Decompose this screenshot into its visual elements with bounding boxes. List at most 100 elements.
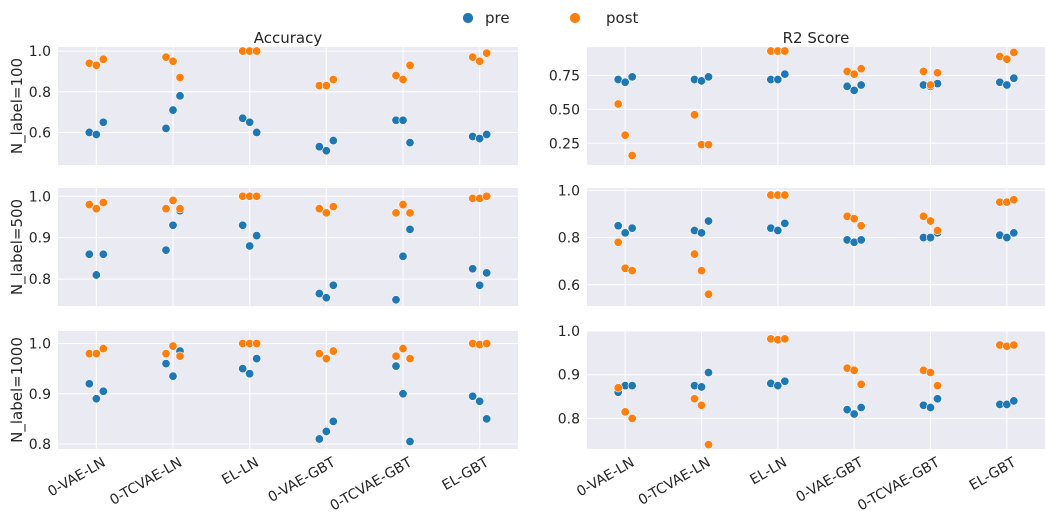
point-post-0-TCVAE-LN [168, 195, 178, 205]
point-pre-0-VAE-LN [98, 386, 108, 396]
legend-label-pre: pre [485, 9, 510, 27]
point-pre-0-VAE-GBT [856, 402, 866, 412]
point-post-EL-GBT [475, 56, 485, 66]
x-tick-label: 0-TCVAE-LN [107, 455, 185, 509]
point-pre-EL-GBT [482, 129, 492, 139]
plot-background [587, 331, 1045, 449]
point-post-0-VAE-LN [627, 151, 637, 161]
y-tick-label: 0.9 [29, 231, 51, 247]
point-pre-EL-LN [238, 220, 248, 230]
point-pre-0-VAE-GBT [321, 293, 331, 303]
point-pre-EL-LN [245, 241, 255, 251]
row-label: N_label=500 [8, 199, 27, 295]
point-post-0-TCVAE-GBT [918, 211, 928, 221]
point-post-EL-GBT [1009, 47, 1019, 57]
point-post-0-TCVAE-GBT [405, 60, 415, 70]
point-pre-EL-GBT [1002, 233, 1012, 243]
point-pre-EL-LN [252, 354, 262, 364]
point-post-0-VAE-GBT [328, 75, 338, 85]
point-post-EL-LN [252, 46, 262, 56]
point-pre-EL-GBT [1002, 80, 1012, 90]
point-post-0-TCVAE-LN [689, 110, 699, 120]
point-pre-0-TCVAE-LN [696, 76, 706, 86]
panel-5: 0.8 0.9 1.0N_label=1000 0-VAE-LN0-TCVAE-LN E… [8, 331, 518, 514]
point-pre-0-VAE-LN [613, 221, 623, 231]
point-pre-EL-LN [780, 218, 790, 228]
point-post-0-VAE-GBT [328, 202, 338, 212]
point-post-0-VAE-GBT [849, 365, 859, 375]
plot-background [587, 188, 1045, 306]
point-pre-0-VAE-GBT [314, 434, 324, 444]
point-pre-EL-GBT [1009, 228, 1019, 238]
point-pre-0-VAE-GBT [849, 85, 859, 95]
point-pre-EL-LN [780, 376, 790, 386]
point-post-0-VAE-GBT [321, 208, 331, 218]
panel-6: 0.8 0.9 1.0 0-VAE-LN0-TCVAE-LN EL-LN 0-VAE-GB… [558, 324, 1045, 514]
point-pre-0-VAE-GBT [849, 409, 859, 419]
point-post-0-VAE-LN [98, 54, 108, 64]
point-pre-0-TCVAE-GBT [932, 394, 942, 404]
panel-2: 0.25 0.50 0.75 R2 Score [549, 29, 1045, 165]
point-pre-0-TCVAE-LN [161, 123, 171, 133]
x-tick-label: 0-VAE-LN [574, 455, 637, 501]
y-tick-label: 0.6 [29, 125, 51, 141]
panel-1: 0.6 0.8 1.0 Accuracy N_label=100 [8, 29, 518, 165]
point-pre-0-TCVAE-LN [703, 368, 713, 378]
point-pre-EL-LN [245, 117, 255, 127]
point-post-0-TCVAE-LN [175, 204, 185, 214]
point-pre-0-VAE-GBT [321, 146, 331, 156]
point-pre-0-VAE-GBT [842, 405, 852, 415]
point-pre-0-TCVAE-GBT [405, 224, 415, 234]
legend-marker-pre [462, 12, 474, 24]
point-post-0-VAE-GBT [314, 349, 324, 359]
point-pre-0-VAE-LN [91, 394, 101, 404]
point-post-0-VAE-LN [613, 99, 623, 109]
point-post-0-VAE-GBT [849, 69, 859, 79]
point-pre-0-TCVAE-LN [703, 72, 713, 82]
point-pre-EL-GBT [482, 268, 492, 278]
point-pre-0-VAE-GBT [328, 136, 338, 146]
point-post-EL-LN [780, 46, 790, 56]
point-post-0-VAE-GBT [856, 64, 866, 74]
point-pre-0-TCVAE-GBT [391, 295, 401, 305]
y-tick-label: 1.0 [29, 189, 51, 205]
point-pre-0-VAE-LN [620, 228, 630, 238]
point-post-0-VAE-GBT [314, 204, 324, 214]
point-pre-0-TCVAE-LN [696, 382, 706, 392]
point-pre-0-TCVAE-GBT [405, 436, 415, 446]
y-tick-label: 0.50 [549, 102, 580, 118]
point-pre-0-VAE-GBT [328, 416, 338, 426]
point-post-0-TCVAE-GBT [405, 354, 415, 364]
point-post-EL-LN [780, 334, 790, 344]
point-pre-0-VAE-LN [620, 77, 630, 87]
y-tick-label: 0.8 [29, 437, 51, 453]
point-pre-EL-LN [780, 69, 790, 79]
point-post-EL-LN [780, 190, 790, 200]
point-post-0-VAE-GBT [321, 81, 331, 91]
point-pre-0-TCVAE-LN [168, 371, 178, 381]
panel-4: 0.6 0.8 1.0 [558, 183, 1045, 306]
point-pre-0-VAE-LN [84, 249, 94, 259]
point-pre-0-VAE-LN [627, 223, 637, 233]
point-post-0-VAE-LN [620, 130, 630, 140]
point-pre-0-VAE-LN [627, 381, 637, 391]
plot-background [58, 331, 518, 449]
y-tick-label: 0.8 [558, 411, 580, 427]
point-pre-0-TCVAE-LN [168, 105, 178, 115]
x-tick-label: 0-VAE-GBT [266, 454, 339, 505]
y-tick-label: 0.8 [29, 272, 51, 288]
point-pre-EL-GBT [482, 414, 492, 424]
point-pre-0-TCVAE-GBT [925, 402, 935, 412]
point-post-0-VAE-GBT [856, 379, 866, 389]
y-tick-label: 0.75 [549, 68, 580, 84]
point-post-EL-GBT [482, 191, 492, 201]
point-pre-0-VAE-GBT [321, 426, 331, 436]
point-post-0-TCVAE-LN [161, 349, 171, 359]
y-tick-label: 1.0 [558, 324, 580, 340]
y-tick-label: 0.9 [29, 387, 51, 403]
point-post-0-VAE-LN [98, 197, 108, 207]
chart-panels: 0.6 0.8 1.0 Accuracy N_label=100 0.25 0.50 0.75… [8, 29, 1045, 514]
point-pre-EL-GBT [475, 280, 485, 290]
point-post-EL-GBT [1009, 195, 1019, 205]
